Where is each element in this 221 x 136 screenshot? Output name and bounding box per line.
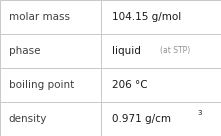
Text: 206 °C: 206 °C [112, 80, 147, 90]
Text: liquid: liquid [112, 46, 141, 56]
Text: 3: 3 [198, 110, 202, 116]
Text: boiling point: boiling point [9, 80, 74, 90]
Text: 0.971 g/cm: 0.971 g/cm [112, 114, 171, 124]
Text: (at STP): (at STP) [160, 47, 191, 55]
Text: molar mass: molar mass [9, 12, 70, 22]
Text: density: density [9, 114, 47, 124]
Text: 104.15 g/mol: 104.15 g/mol [112, 12, 181, 22]
Text: phase: phase [9, 46, 40, 56]
